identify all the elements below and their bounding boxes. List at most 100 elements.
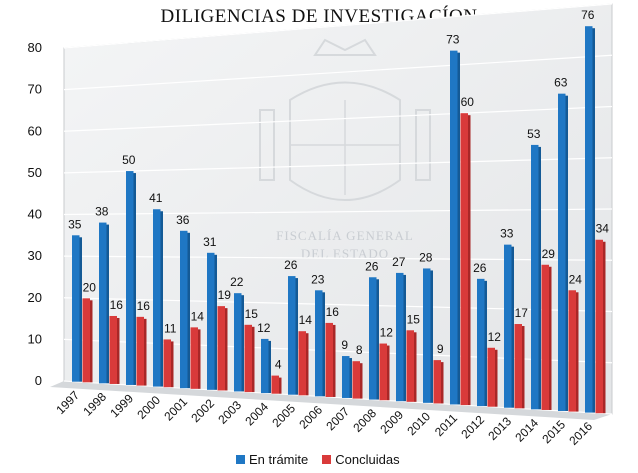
bar-side-shade	[592, 28, 595, 413]
bar-en-tramite	[342, 356, 350, 398]
watermark-crest: FISCALÍA GENERAL DEL ESTADO	[259, 38, 431, 261]
bar-side-shade	[90, 300, 93, 383]
x-tick-label: 2012	[458, 412, 487, 441]
bar-en-tramite	[126, 171, 134, 385]
bar-side-shade	[403, 274, 406, 402]
bar-side-shade	[349, 358, 352, 398]
plot-background	[50, 3, 613, 420]
bar-side-shade	[268, 340, 271, 394]
bar-concluidas	[514, 324, 522, 409]
data-label: 12	[488, 330, 502, 344]
bar-side-shade	[225, 308, 228, 391]
data-label: 12	[257, 321, 271, 335]
legend-label-en-tramite: En trámite	[249, 452, 309, 467]
data-label: 27	[392, 255, 406, 269]
gridline	[63, 157, 613, 174]
bar-side-shade	[117, 317, 120, 384]
y-tick-label: 60	[28, 123, 42, 138]
bar-side-shade	[484, 280, 487, 407]
gridline	[63, 3, 613, 49]
x-tick-label: 2016	[566, 419, 595, 448]
bar-en-tramite	[153, 209, 161, 387]
x-tick-label: 2002	[188, 396, 217, 425]
bar-concluidas	[298, 331, 306, 396]
bar-concluidas	[460, 113, 468, 406]
bar-concluidas	[271, 375, 279, 394]
bar-concluidas	[541, 264, 549, 410]
bar-side-shade	[511, 246, 514, 408]
data-label: 17	[515, 306, 529, 320]
legend-item-en-tramite: En trámite	[236, 452, 308, 467]
x-tick-label: 2005	[269, 401, 298, 430]
bar-en-tramite	[180, 230, 188, 389]
x-tick-label: 1999	[107, 391, 136, 420]
data-label: 23	[311, 272, 325, 286]
data-label: 16	[110, 298, 124, 312]
bar-concluidas	[217, 306, 225, 391]
bar-side-shade	[187, 232, 190, 389]
data-label: 11	[164, 321, 177, 335]
bar-side-shade	[106, 224, 109, 384]
bar-side-shade	[522, 326, 525, 409]
bar-concluidas	[352, 361, 360, 399]
bar-side-shade	[198, 329, 201, 389]
bar-en-tramite	[288, 276, 296, 395]
bar-en-tramite	[531, 144, 539, 410]
x-tick-label: 2015	[539, 417, 568, 446]
bar-en-tramite	[234, 293, 242, 392]
data-label: 76	[581, 8, 595, 22]
bar-side-shade	[387, 345, 390, 401]
watermark-crown	[313, 38, 377, 56]
bar-concluidas	[379, 343, 387, 401]
data-label: 38	[95, 205, 109, 219]
x-tick-label: 2013	[485, 414, 514, 443]
bar-side-shade	[565, 95, 568, 411]
bar-en-tramite	[450, 50, 458, 405]
legend-swatch-concluidas	[322, 455, 332, 464]
bar-side-shade	[457, 52, 460, 405]
bar-en-tramite	[558, 93, 566, 411]
bar-side-shade	[333, 324, 336, 397]
legend-item-concluidas: Concluidas	[322, 452, 400, 467]
bar-side-shade	[144, 318, 147, 386]
y-axis-ticks: 0 10 20 30 40 50 60 70 80	[28, 40, 42, 388]
data-label: 16	[137, 299, 151, 313]
bar-side-shade	[414, 332, 417, 402]
data-label: 9	[437, 342, 444, 356]
bar-side-shade	[322, 292, 325, 397]
data-label: 9	[341, 338, 348, 352]
data-label: 26	[284, 258, 298, 272]
data-label: 60	[461, 95, 475, 109]
watermark-pillar-left	[259, 109, 275, 181]
bar-side-shade	[252, 326, 255, 393]
bar-side-shade	[538, 146, 541, 410]
watermark-pillar-right	[415, 109, 431, 181]
bar-concluidas	[406, 330, 414, 402]
data-label: 29	[542, 247, 556, 261]
bar-side-shade	[171, 341, 174, 388]
x-tick-label: 1998	[80, 390, 109, 419]
x-tick-label: 2010	[404, 409, 433, 438]
data-label: 19	[218, 288, 232, 302]
watermark-shield	[289, 81, 401, 201]
y-tick-label: 50	[28, 165, 42, 180]
data-label: 31	[203, 235, 217, 249]
bar-concluidas	[163, 339, 171, 388]
x-tick-label: 2007	[323, 404, 352, 433]
legend: En trámite Concluidas	[236, 452, 400, 467]
watermark-text-1: FISCALÍA GENERAL	[276, 228, 414, 243]
y-tick-label: 30	[28, 248, 42, 263]
y-tick-label: 40	[28, 207, 42, 222]
data-label: 14	[191, 309, 205, 323]
bar-concluidas	[190, 327, 198, 389]
data-label: 12	[380, 326, 394, 340]
x-tick-label: 2008	[350, 406, 379, 435]
bar-concluidas	[82, 298, 90, 383]
bar-side-shade	[133, 173, 136, 385]
bar-side-shade	[603, 241, 606, 414]
x-tick-label: 2006	[296, 403, 325, 432]
x-tick-label: 2001	[161, 394, 190, 423]
x-tick-label: 1997	[53, 388, 82, 417]
bar-side-shade	[214, 254, 217, 390]
y-tick-label: 80	[28, 40, 42, 55]
